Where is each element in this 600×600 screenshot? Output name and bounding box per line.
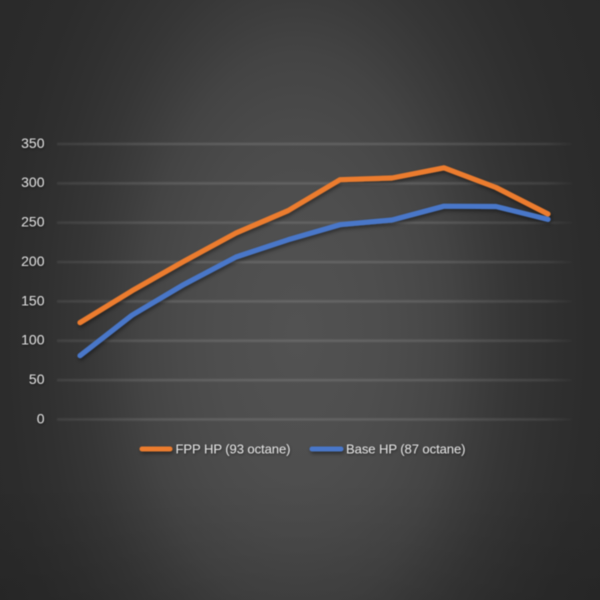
svg-text:Base HP (87 octane): Base HP (87 octane) [346, 442, 465, 457]
svg-text:0: 0 [37, 410, 45, 426]
svg-text:300: 300 [21, 174, 45, 190]
svg-text:150: 150 [21, 292, 45, 308]
svg-text:100: 100 [21, 332, 45, 348]
svg-text:350: 350 [21, 135, 45, 151]
svg-text:50: 50 [29, 371, 45, 387]
svg-text:250: 250 [21, 214, 45, 230]
svg-text:FPP HP (93 octane): FPP HP (93 octane) [176, 442, 291, 457]
svg-text:200: 200 [21, 253, 45, 269]
